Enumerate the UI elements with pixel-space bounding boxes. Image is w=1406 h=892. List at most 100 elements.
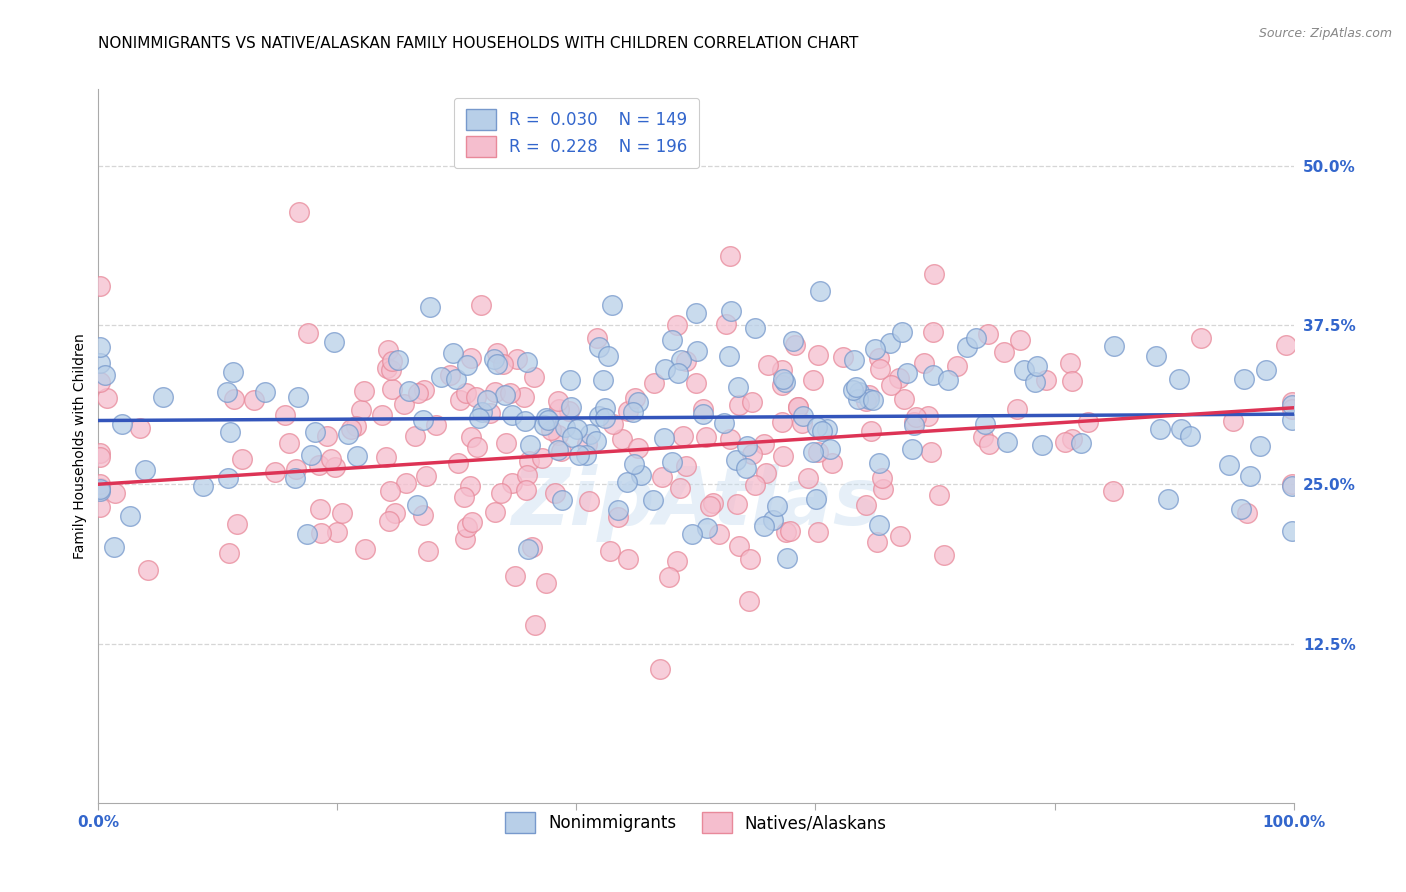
Point [489,486,512,500]
Point [741,447,763,461]
Point [222,365,245,379]
Point [842,384,865,398]
Point [610,432,633,446]
Point [692,402,714,417]
Point [936,373,959,387]
Point [309,526,332,541]
Point [485,357,508,371]
Point [675,354,697,368]
Point [685,376,707,391]
Point [309,501,332,516]
Point [602,417,624,431]
Point [460,351,482,365]
Point [995,435,1018,450]
Point [284,471,307,485]
Point [299,448,322,462]
Point [920,445,942,459]
Point [495,436,517,450]
Legend: Nonimmigrants, Natives/Alaskans: Nonimmigrants, Natives/Alaskans [494,801,898,845]
Point [917,409,939,423]
Point [134,463,156,477]
Point [643,376,665,391]
Point [550,444,572,458]
Point [685,344,707,359]
Point [523,617,546,632]
Point [770,377,793,392]
Point [218,546,240,560]
Point [370,408,392,422]
Point [1281,399,1303,413]
Point [536,576,558,591]
Point [89,278,111,293]
Point [1024,375,1046,389]
Point [1168,372,1191,386]
Point [616,475,638,489]
Point [375,450,398,464]
Point [516,468,538,483]
Point [901,442,924,456]
Point [744,321,766,335]
Point [89,500,111,514]
Point [1230,501,1253,516]
Point [522,540,544,554]
Point [89,476,111,491]
Point [319,451,342,466]
Point [1060,374,1083,388]
Point [494,388,516,402]
Point [458,479,481,493]
Point [1170,422,1192,436]
Point [720,304,742,318]
Point [381,382,404,396]
Point [242,393,264,408]
Point [398,384,420,398]
Point [714,317,737,331]
Point [807,445,830,459]
Point [558,373,581,387]
Point [377,343,399,357]
Point [868,456,890,470]
Point [1035,373,1057,387]
Point [568,448,591,462]
Point [519,437,541,451]
Point [465,440,488,454]
Point [1281,401,1303,416]
Point [770,415,793,429]
Point [727,380,749,394]
Point [523,370,546,384]
Point [387,353,409,368]
Point [658,570,681,584]
Point [617,551,640,566]
Point [866,535,889,549]
Point [772,449,794,463]
Point [806,420,828,434]
Point [308,458,330,472]
Point [724,453,747,467]
Point [1144,349,1167,363]
Point [889,371,911,385]
Point [89,483,111,498]
Point [1060,432,1083,446]
Y-axis label: Family Households with Children: Family Households with Children [73,333,87,559]
Point [766,499,789,513]
Point [734,460,756,475]
Point [484,385,506,400]
Point [1149,422,1171,436]
Point [872,482,894,496]
Point [1005,401,1028,416]
Point [787,401,810,415]
Point [588,409,610,424]
Point [586,330,609,344]
Point [1025,359,1047,374]
Point [652,430,675,444]
Point [499,386,522,401]
Point [593,411,616,425]
Point [896,366,918,380]
Point [661,333,683,347]
Point [1104,338,1126,352]
Point [136,564,159,578]
Point [537,413,560,427]
Point [486,346,509,360]
Point [903,415,925,429]
Point [699,499,721,513]
Point [627,394,650,409]
